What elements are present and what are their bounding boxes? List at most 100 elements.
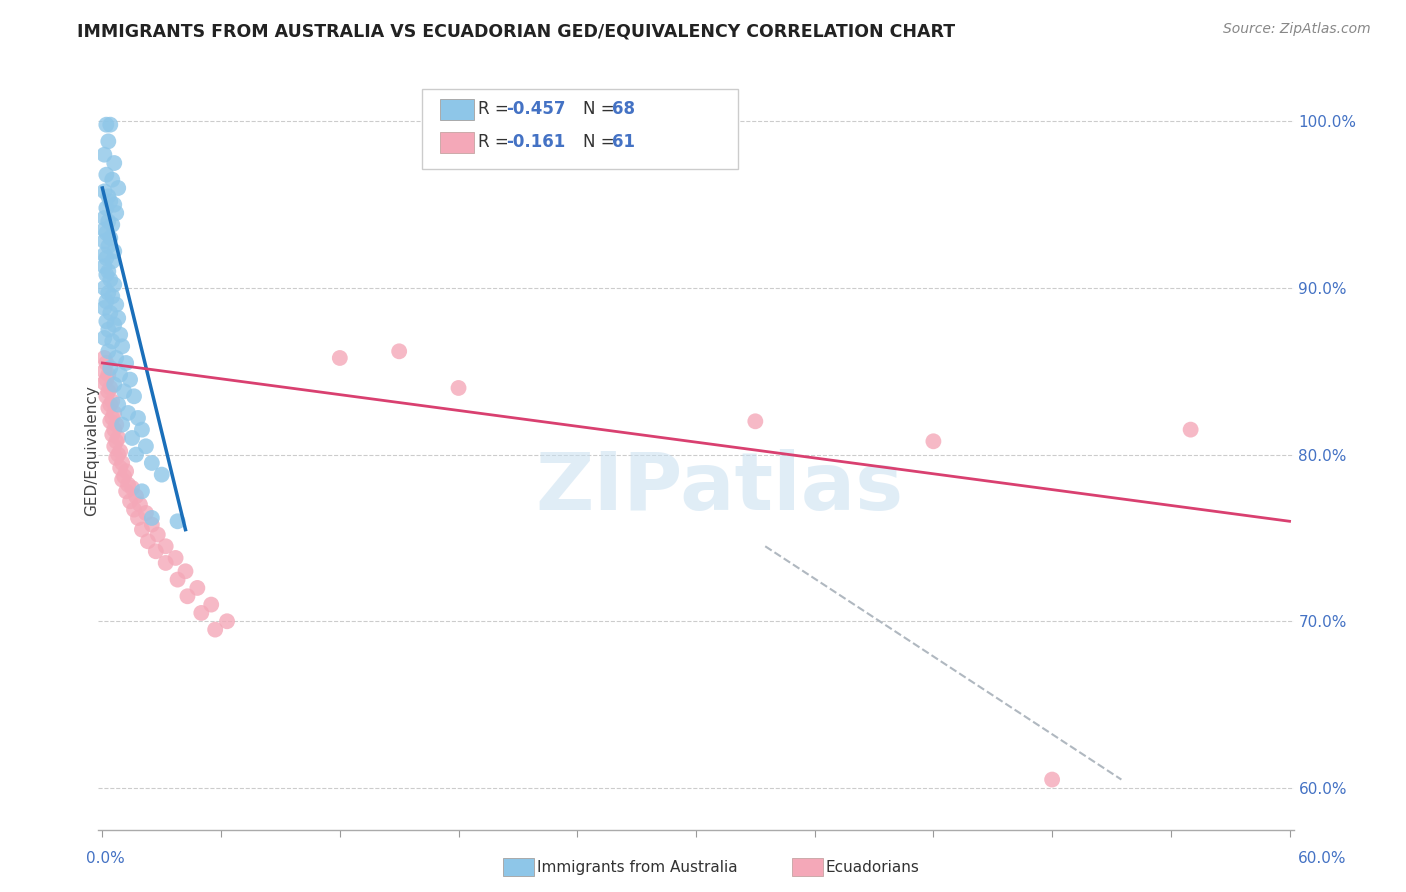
Point — [98, 381, 121, 395]
Text: R =: R = — [478, 100, 515, 118]
Point — [93, 222, 115, 236]
Point — [96, 251, 118, 265]
Point — [1040, 772, 1063, 787]
Text: IMMIGRANTS FROM AUSTRALIA VS ECUADORIAN GED/EQUIVALENCY CORRELATION CHART: IMMIGRANTS FROM AUSTRALIA VS ECUADORIAN … — [77, 22, 956, 40]
Point — [120, 373, 142, 387]
Point — [97, 323, 120, 337]
Point — [146, 527, 169, 541]
Point — [103, 244, 125, 259]
Point — [136, 534, 159, 549]
Point — [97, 134, 120, 148]
Point — [155, 539, 177, 553]
Point — [165, 550, 187, 565]
Point — [150, 467, 173, 482]
Point — [98, 273, 121, 287]
Point — [93, 351, 115, 365]
Text: R =: R = — [478, 133, 515, 151]
Point — [96, 201, 118, 215]
Point — [121, 431, 143, 445]
Point — [96, 118, 118, 132]
Point — [112, 469, 135, 483]
Point — [122, 502, 145, 516]
Point — [103, 197, 125, 211]
Point — [174, 564, 197, 578]
Point — [131, 484, 153, 499]
Point — [98, 118, 121, 132]
Point — [105, 206, 128, 220]
Point — [120, 494, 142, 508]
Point — [98, 231, 121, 245]
Text: Ecuadorians: Ecuadorians — [825, 860, 920, 874]
Point — [96, 356, 118, 370]
Point — [129, 498, 152, 512]
Point — [103, 423, 125, 437]
Point — [101, 427, 124, 442]
Text: N =: N = — [583, 100, 620, 118]
Point — [101, 172, 124, 186]
Point — [105, 417, 128, 432]
Point — [115, 484, 138, 499]
Point — [117, 477, 139, 491]
Text: 60.0%: 60.0% — [1298, 851, 1346, 865]
Point — [96, 226, 118, 240]
Y-axis label: GED/Equivalency: GED/Equivalency — [84, 385, 98, 516]
Point — [93, 235, 115, 249]
Point — [97, 384, 120, 399]
Point — [329, 351, 352, 365]
Point — [98, 194, 121, 209]
Point — [96, 294, 118, 309]
Point — [97, 344, 120, 359]
Point — [108, 368, 131, 382]
Point — [103, 377, 125, 392]
Point — [93, 147, 115, 161]
Text: 68: 68 — [612, 100, 634, 118]
Point — [97, 264, 120, 278]
Point — [155, 556, 177, 570]
Point — [103, 406, 125, 420]
Point — [388, 344, 411, 359]
Point — [93, 281, 115, 295]
Point — [166, 514, 188, 528]
Point — [145, 544, 167, 558]
Point — [103, 439, 125, 453]
Point — [101, 289, 124, 303]
Text: 61: 61 — [612, 133, 634, 151]
Point — [101, 411, 124, 425]
Point — [111, 339, 134, 353]
Point — [215, 614, 238, 628]
Point — [97, 285, 120, 300]
Point — [93, 364, 115, 378]
Point — [105, 450, 128, 465]
Point — [93, 247, 115, 261]
Point — [105, 434, 128, 449]
Point — [101, 334, 124, 349]
Point — [127, 511, 149, 525]
Text: Source: ZipAtlas.com: Source: ZipAtlas.com — [1223, 22, 1371, 37]
Point — [922, 434, 945, 449]
Point — [96, 373, 118, 387]
Point — [105, 298, 128, 312]
Point — [186, 581, 208, 595]
Point — [97, 368, 120, 382]
Point — [125, 448, 148, 462]
Point — [447, 381, 470, 395]
Point — [117, 406, 139, 420]
Point — [98, 398, 121, 412]
Point — [744, 414, 766, 428]
Point — [112, 384, 135, 399]
Point — [108, 461, 131, 475]
Text: N =: N = — [583, 133, 620, 151]
Point — [93, 185, 115, 199]
Point — [96, 389, 118, 403]
Point — [101, 254, 124, 268]
Point — [98, 414, 121, 428]
Point — [166, 573, 188, 587]
Point — [111, 473, 134, 487]
Text: 0.0%: 0.0% — [86, 851, 125, 865]
Point — [1180, 423, 1202, 437]
Point — [107, 310, 129, 325]
Point — [115, 464, 138, 478]
Point — [127, 411, 149, 425]
Point — [97, 239, 120, 253]
Point — [108, 327, 131, 342]
